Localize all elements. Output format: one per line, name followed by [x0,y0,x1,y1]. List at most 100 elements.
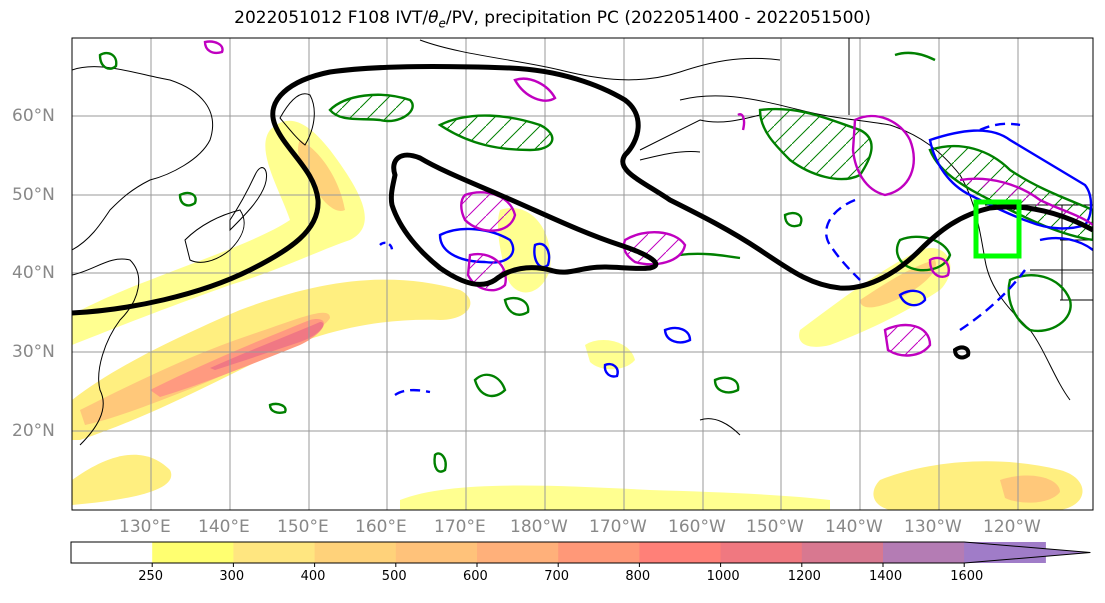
coast-aleutians [639,151,701,161]
blue-contour-small-2 [603,362,619,378]
theta-e-contour-small [952,345,971,360]
colorbar-segment [233,542,316,563]
map-frame [71,37,1094,511]
pv-contour-dateline [622,231,687,266]
gridlines [72,38,1093,510]
green-contour-small-1 [178,191,197,207]
colorbar-segment [152,542,234,563]
colorbar-segment [801,542,884,563]
colorbar-tick-label: 1000 [706,569,740,584]
theta-e-contours [72,64,1093,360]
colorbar-segment [639,542,722,563]
green-contour-small-4 [433,452,447,473]
pv-contour-top [203,40,224,55]
lon-label-150e: 150°E [277,517,329,537]
lat-label-40: 40°N [12,263,55,283]
ivt-small-blob [585,340,635,370]
coast-kamchatka [279,93,315,146]
coast-korea [184,209,245,263]
region-highlight-box [973,199,1022,259]
colorbar-segment-below [71,542,153,563]
green-contour-small-5 [783,211,803,228]
lat-label-60: 60°N [12,106,55,126]
colorbar-tick-label: 300 [219,569,245,584]
lon-label-150w: 150°W [746,517,804,537]
blue-contour-central [438,227,515,264]
lon-label-130w: 130°W [904,517,962,537]
pv-contour-alaska-small [737,113,746,131]
colorbar-tick-label: 250 [138,569,164,584]
colorbar-tick-label: 500 [381,569,407,584]
colorbar-segment [314,542,397,563]
coast-arctic [419,39,781,81]
colorbar [70,541,1091,567]
pv-contour-offshore-small [928,256,950,278]
green-contour-small-3 [713,376,740,394]
colorbar-tick-label: 400 [300,569,326,584]
blue-dashed-contour-north [979,122,1021,132]
blue-contour-small [663,326,692,344]
colorbar-segment [395,542,478,563]
blue-dashed-small [379,241,394,253]
coast-china [72,258,140,446]
colorbar-tick-label: 600 [463,569,488,584]
ivt-band-southeast-core [1000,475,1060,503]
lon-label-130e: 130°E [119,517,171,537]
green-contour-small-2 [473,373,507,398]
coast-hawaii [699,418,741,436]
lon-label-160w: 160°W [668,517,726,537]
blue-contour-central-2 [533,242,551,269]
lat-label-30: 30°N [12,342,55,362]
green-contour-nw [98,51,118,70]
pv-contour-arctic [513,77,557,102]
colorbar-outline [70,541,1091,564]
colorbar-segment [720,542,803,563]
green-contour-bering-west [328,93,414,123]
lon-label-170e: 170°E [434,517,486,537]
blue-contour-offshore [898,289,927,307]
lat-label-50: 50°N [12,185,55,205]
green-contour-small-7 [268,402,287,414]
figure-title: 2022051012 F108 IVT/θe/PV, precipitation… [234,8,871,31]
ivt-band-east-core [860,260,936,308]
colorbar-tick-label: 1200 [787,569,821,584]
green-contour-line-2 [894,51,936,62]
colorbar-extend-arrow [964,542,1091,563]
coast-asia-north [72,66,214,251]
ivt-band-main [72,279,471,440]
lon-label-180w: 180°W [510,517,568,537]
lon-label-140e: 140°E [198,517,250,537]
blue-dashed-contour-west [394,388,431,397]
ivt-band-south-west [72,454,172,505]
colorbar-segment [558,542,640,563]
theta-e-contour-inner [388,152,659,287]
green-contour-line-1 [679,252,741,260]
green-contour-west-us [1007,273,1072,333]
lon-label-160e: 160°E [355,517,407,537]
negative-contours [379,122,1093,397]
green-contour-bering [437,114,554,152]
ivt-band-south [400,485,830,510]
blue-dashed-contour-coast [959,269,1026,331]
coast-japan [229,167,268,232]
colorbar-tick-label: 1600 [950,569,984,584]
colorbar-tick-label: 800 [625,569,651,584]
lon-label-170w: 170°W [589,517,647,537]
blue-contour-line-1 [1039,236,1093,251]
lat-label-20: 20°N [12,421,55,441]
ivt-core-inner [210,322,324,370]
green-contour-small-6 [503,296,530,316]
colorbar-segment [477,542,559,563]
theta-e-contour-outer [72,64,1093,316]
pv-contour-gulf-alaska [851,114,915,197]
coast-alaska-peninsula [639,114,761,151]
lon-label-120w: 120°W [983,517,1041,537]
pv-contour-offshore-south [883,323,932,357]
lon-label-140w: 140°W [825,517,883,537]
blue-dashed-contour-east [825,198,861,281]
ivt-kamchatka-core [298,140,345,211]
colorbar-tick-label: 1400 [869,569,903,584]
colorbar-tick-label: 700 [544,569,570,584]
map-content [72,38,1093,510]
